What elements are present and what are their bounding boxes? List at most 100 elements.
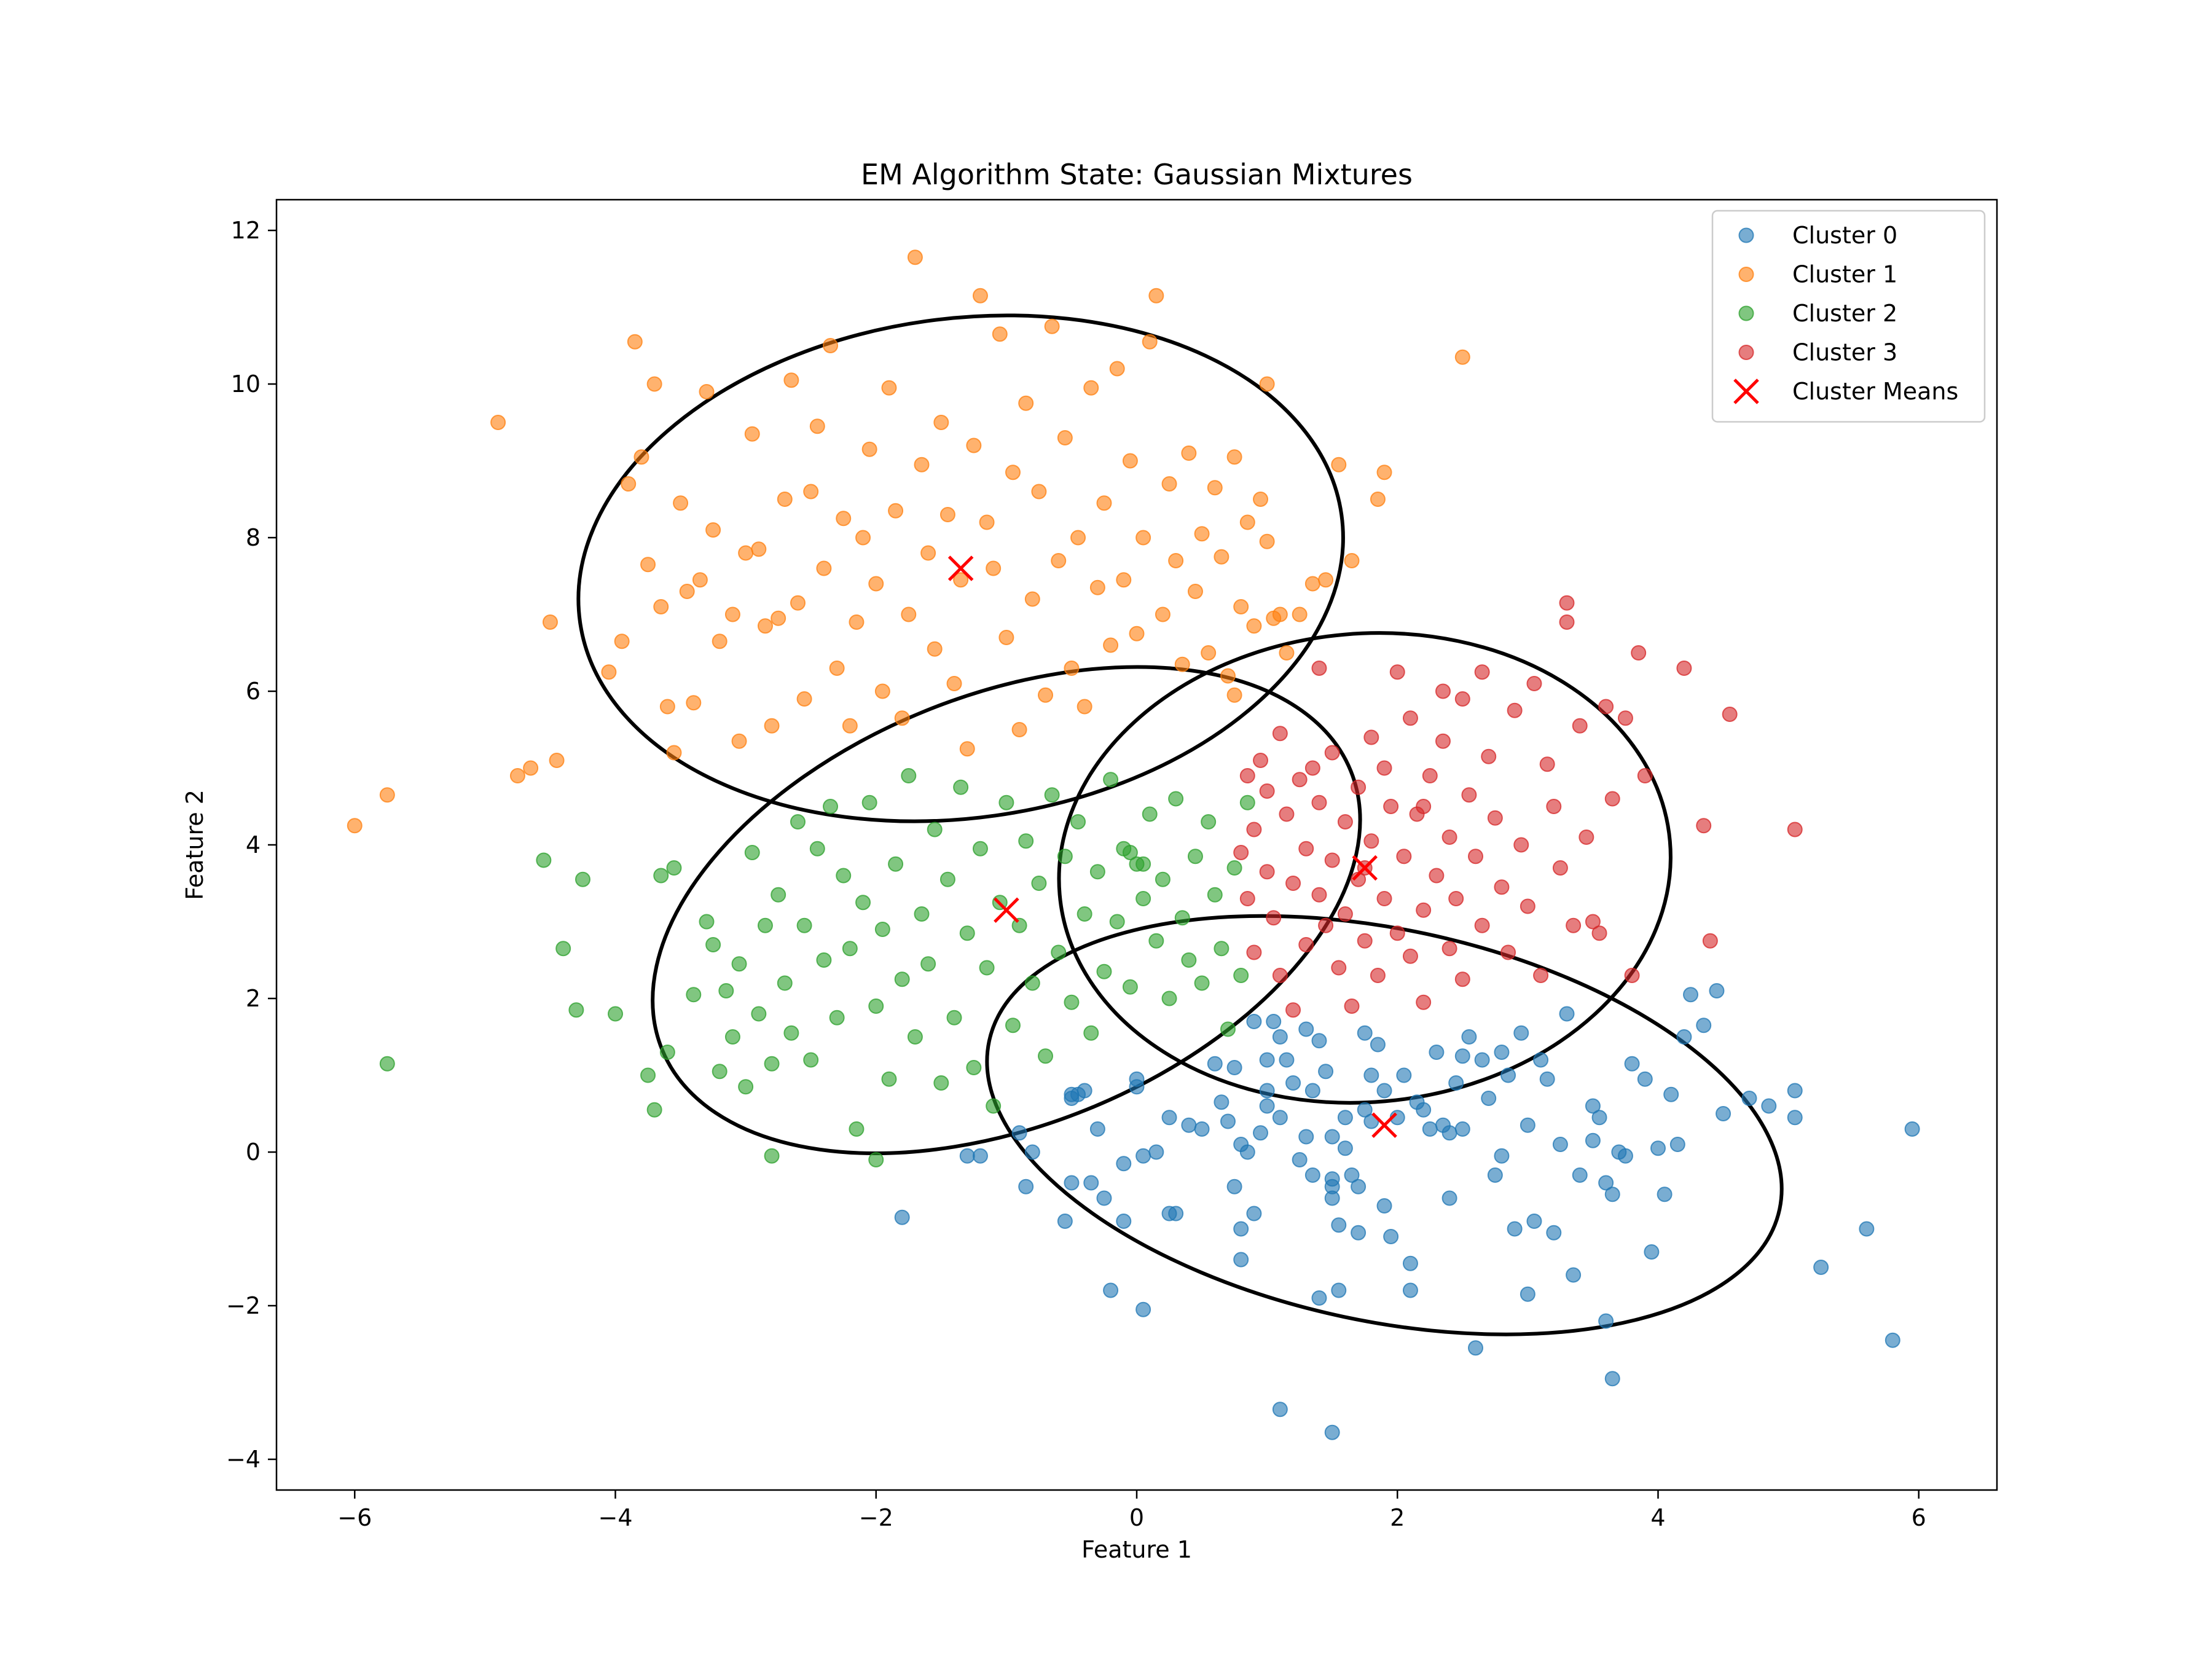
cluster-1-point (907, 249, 923, 265)
cluster-3-point (1702, 933, 1718, 949)
legend-label: Cluster 2 (1792, 300, 1897, 327)
cluster-2-point (764, 1056, 780, 1072)
x-tick-label: 2 (1390, 1504, 1405, 1531)
cluster-0-point (1024, 1144, 1040, 1160)
cluster-0-point (1253, 1125, 1269, 1141)
cluster-0-point (1331, 1282, 1347, 1298)
cluster-0-point (1011, 1125, 1027, 1141)
legend-marker (1738, 305, 1754, 321)
cluster-0-point (1520, 1117, 1535, 1133)
cluster-2-point (1174, 910, 1190, 926)
cluster-3-point (1604, 791, 1620, 807)
cluster-2-point (953, 779, 969, 795)
cluster-2-point (855, 895, 871, 911)
cluster-2-point (1187, 849, 1203, 865)
cluster-0-point (1161, 1206, 1177, 1222)
cluster-3-point (1285, 1002, 1301, 1018)
cluster-2-point (653, 868, 669, 884)
cluster-3-point (1318, 917, 1334, 933)
cluster-3-point (1351, 779, 1367, 795)
cluster-3-point (1239, 768, 1255, 783)
cluster-0-point (1298, 1129, 1314, 1145)
cluster-1-point (731, 733, 747, 749)
y-tick-label: 10 (231, 371, 261, 398)
cluster-0-point (1103, 1282, 1119, 1298)
cluster-0-point (1292, 1152, 1308, 1167)
cluster-0-point (1429, 1045, 1445, 1060)
cluster-0-point (1617, 1148, 1633, 1164)
cluster-1-point (764, 718, 780, 734)
cluster-2-point (1011, 917, 1027, 933)
cluster-2-point (1122, 979, 1138, 995)
cluster-2-point (972, 841, 988, 857)
cluster-0-point (1135, 1301, 1151, 1317)
cluster-2-point (1096, 963, 1112, 979)
y-tick-label: 6 (246, 678, 261, 705)
cluster-0-point (1129, 1079, 1145, 1095)
cluster-2-point (1083, 1025, 1099, 1041)
cluster-1-point (1103, 637, 1119, 653)
cluster-2-point (823, 799, 839, 814)
cluster-1-point (809, 418, 825, 434)
cluster-mean-marker-1 (994, 897, 1019, 924)
cluster-1-point (673, 495, 689, 511)
cluster-2-point (646, 1102, 662, 1118)
cluster-3-point (1539, 756, 1555, 772)
cluster-0-point (1376, 1083, 1392, 1099)
cluster-3-point (1546, 799, 1562, 814)
cluster-2-point (686, 987, 702, 1003)
cluster-2-point (1031, 876, 1047, 891)
cluster-1-point (933, 415, 949, 430)
cluster-2-point (640, 1067, 656, 1083)
cluster-3-point (1559, 614, 1575, 630)
legend-marker (1738, 227, 1754, 243)
cluster-2-point (1142, 806, 1158, 822)
x-axis-label: Feature 1 (1081, 1536, 1192, 1563)
cluster-0-point (1246, 1014, 1262, 1029)
cluster-1-point (1214, 549, 1230, 565)
cluster-3-point (1787, 822, 1803, 837)
legend-entry-3: Cluster 3 (1738, 339, 1897, 366)
cluster-3-point (1617, 710, 1633, 726)
cluster-3-point (1292, 772, 1308, 788)
y-tick-label: −4 (226, 1446, 261, 1473)
x-tick-label: −2 (859, 1504, 893, 1531)
cluster-3-point (1591, 925, 1607, 941)
cluster-3-point (1272, 726, 1288, 742)
cluster-0-point (1318, 1064, 1334, 1080)
cluster-1-point (874, 683, 890, 699)
y-tick-label: 12 (231, 217, 261, 244)
cluster-0-point (1083, 1175, 1099, 1191)
cluster-0-point (1363, 1067, 1379, 1083)
legend-entry-2: Cluster 2 (1738, 300, 1897, 327)
cluster-2-point (1168, 791, 1184, 807)
legend-label: Cluster 1 (1792, 261, 1897, 288)
means-layer (947, 555, 1397, 1139)
cluster-3-point (1246, 822, 1262, 837)
legend-box (1711, 210, 1986, 423)
cluster-1-point (1122, 453, 1138, 469)
cluster-3-point (1324, 852, 1340, 868)
legend-label: Cluster 0 (1792, 222, 1897, 249)
cluster-2-point (1135, 856, 1151, 872)
cluster-2-point (1018, 833, 1034, 849)
cluster-1-point (771, 610, 786, 626)
cluster-0-point (1513, 1025, 1529, 1041)
cluster-1-point (1181, 445, 1197, 461)
cluster-2-point (731, 956, 747, 972)
cluster-3-point (1441, 941, 1457, 957)
cluster-2-point (757, 917, 773, 933)
cluster-1-point (849, 614, 865, 630)
cluster-1-point (1272, 606, 1288, 622)
cluster-3-point (1298, 937, 1314, 952)
cluster-0-point (1376, 1198, 1392, 1214)
cluster-3-point (1266, 910, 1282, 926)
x-tick-label: 0 (1129, 1504, 1144, 1531)
cluster-2-point (1038, 1048, 1054, 1064)
cluster-0-point (1148, 1144, 1164, 1160)
cluster-1-point (542, 614, 558, 630)
cluster-2-point (1214, 941, 1230, 957)
cluster-1-point (627, 334, 643, 350)
cluster-0-point (1454, 1048, 1470, 1064)
plot-area (276, 200, 1997, 1490)
